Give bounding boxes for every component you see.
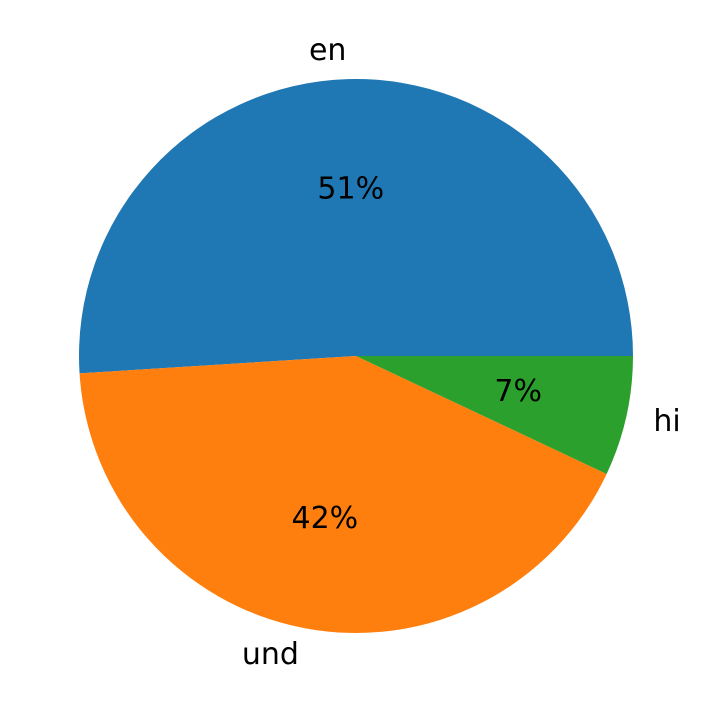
pie-slice [356,356,633,474]
slice-label: hi [653,404,680,439]
slice-label: und [242,637,299,672]
percent-label: 42% [292,501,359,536]
pie-slice [79,356,607,633]
slice-label: en [309,33,346,68]
percent-label: 51% [317,171,384,206]
percent-label: 7% [494,374,542,409]
pie-slice [78,78,634,374]
